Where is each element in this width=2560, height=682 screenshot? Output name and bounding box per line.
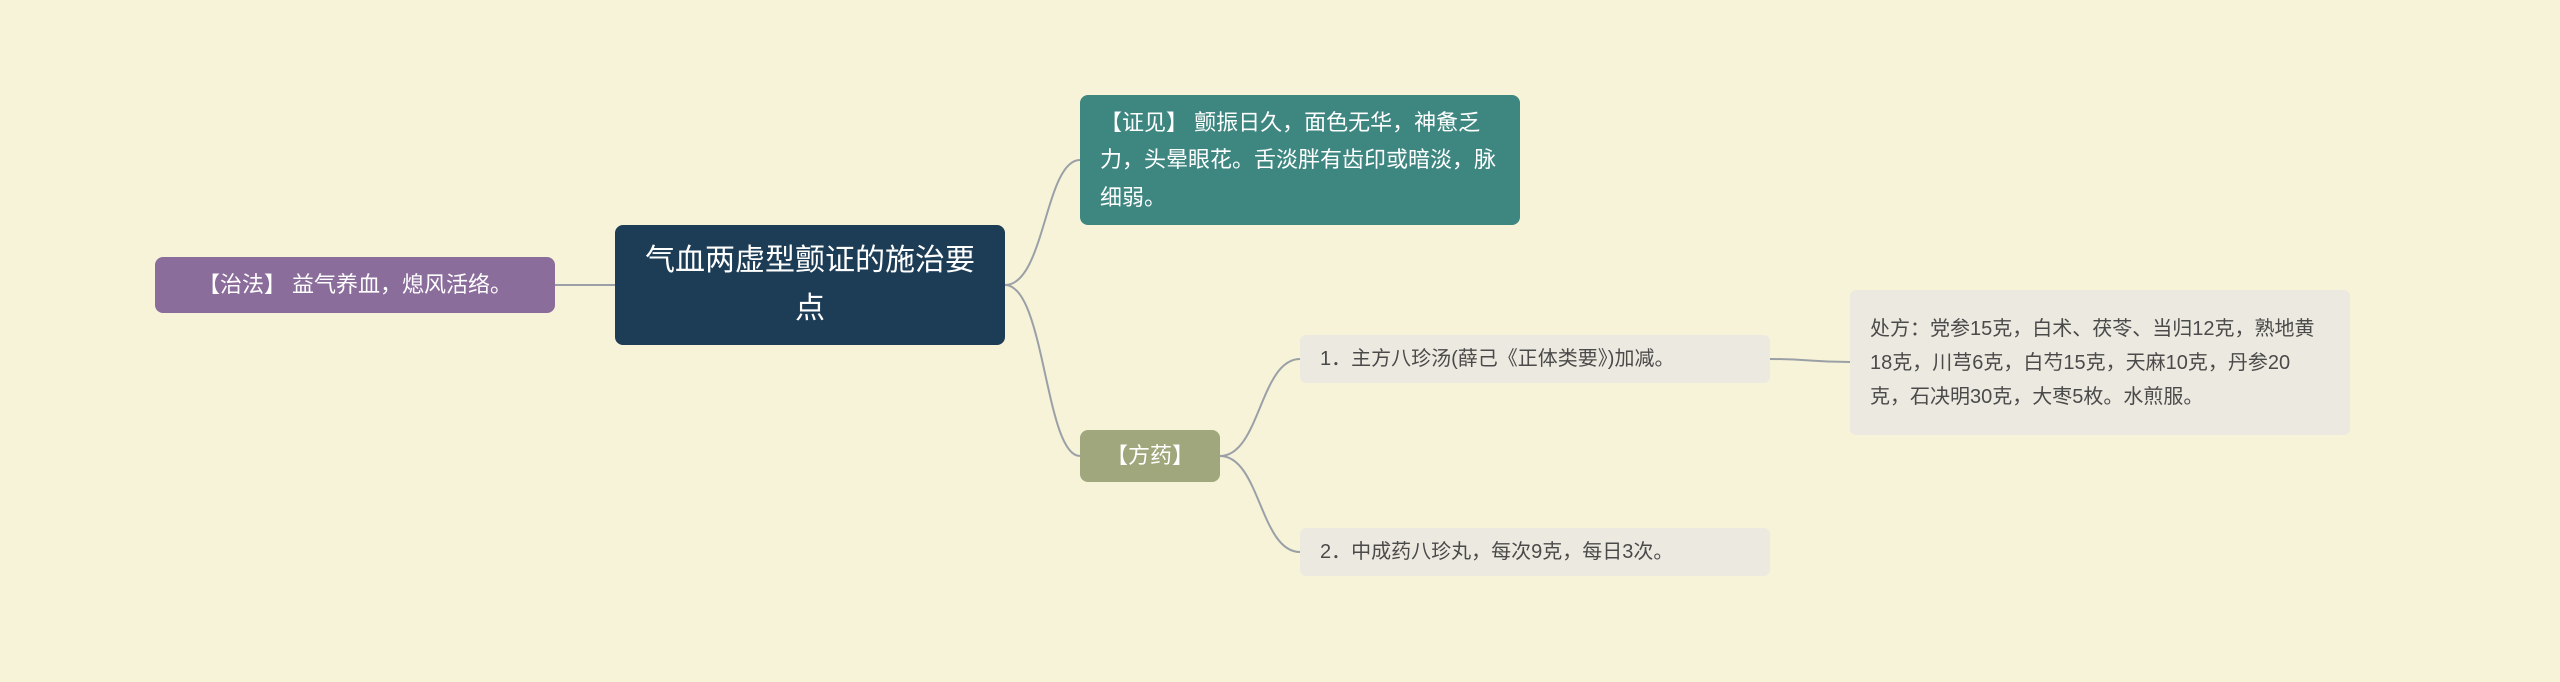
leaf-prescription-detail[interactable]: 处方：党参15克，白术、茯苓、当归12克，熟地黄18克，川芎6克，白芍15克，天… <box>1850 290 2350 435</box>
right-symptom-label: 【证见】 颤振日久，面色无华，神惫乏力，头晕眼花。舌淡胖有齿印或暗淡，脉细弱。 <box>1100 104 1500 216</box>
leaf-prescription-detail-label: 处方：党参15克，白术、茯苓、当归12克，熟地黄18克，川芎6克，白芍15克，天… <box>1870 312 2330 414</box>
root-label: 气血两虚型颤证的施治要点 <box>635 237 985 333</box>
right-prescription-node[interactable]: 【方药】 <box>1080 430 1220 482</box>
right-prescription-label: 【方药】 <box>1106 438 1194 473</box>
left-treatment-label: 【治法】 益气养血，熄风活络。 <box>198 267 512 302</box>
leaf-formula-2[interactable]: 2．中成药八珍丸，每次9克，每日3次。 <box>1300 528 1770 576</box>
leaf-formula-1-label: 1．主方八珍汤(薛己《正体类要》)加减。 <box>1320 342 1674 376</box>
leaf-formula-1[interactable]: 1．主方八珍汤(薛己《正体类要》)加减。 <box>1300 335 1770 383</box>
leaf-formula-2-label: 2．中成药八珍丸，每次9克，每日3次。 <box>1320 535 1673 569</box>
root-node[interactable]: 气血两虚型颤证的施治要点 <box>615 225 1005 345</box>
left-treatment-node[interactable]: 【治法】 益气养血，熄风活络。 <box>155 257 555 313</box>
right-symptom-node[interactable]: 【证见】 颤振日久，面色无华，神惫乏力，头晕眼花。舌淡胖有齿印或暗淡，脉细弱。 <box>1080 95 1520 225</box>
